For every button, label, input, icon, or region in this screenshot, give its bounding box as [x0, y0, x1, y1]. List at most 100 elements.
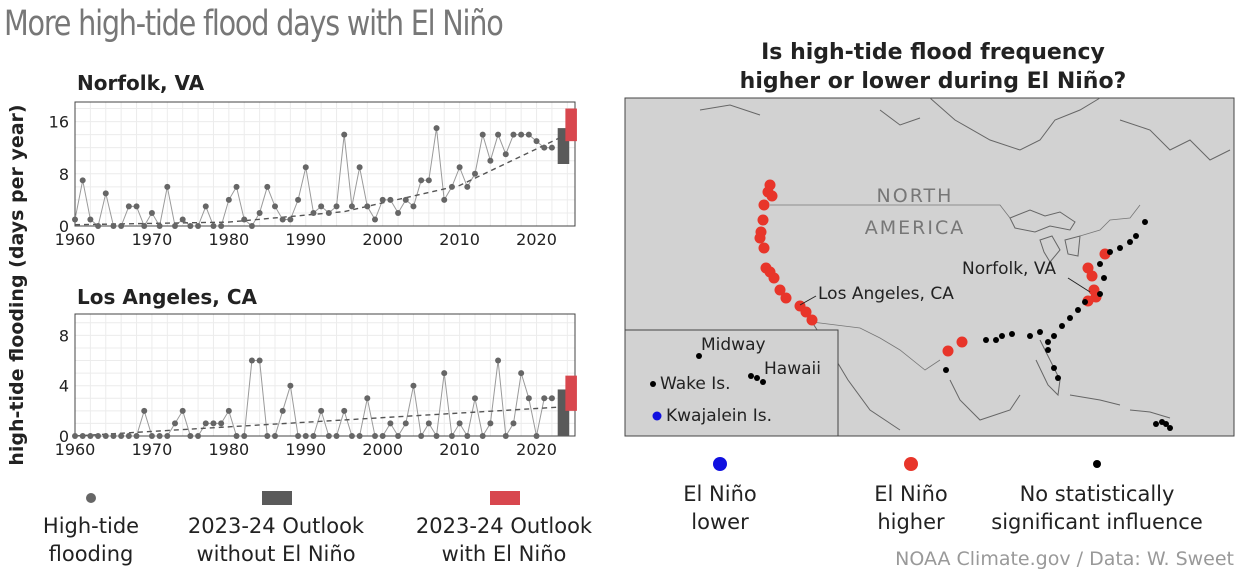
map-panel: NORTH AMERICA Norfolk, VA Los Angeles, C… — [624, 97, 1235, 437]
legend-without-swatch — [262, 491, 292, 505]
observed-point — [202, 420, 209, 427]
observed-point — [441, 196, 448, 203]
legend-observed-marker — [86, 493, 96, 503]
observed-point — [87, 433, 94, 439]
observed-point — [279, 216, 286, 223]
y-tick-label: 0 — [59, 427, 69, 446]
plot-frame — [74, 313, 576, 437]
observed-point — [533, 433, 540, 439]
arctic-islands — [699, 104, 1231, 161]
observed-point — [102, 433, 109, 439]
observed-point — [495, 131, 502, 138]
x-tick-label: 2000 — [362, 230, 403, 249]
observed-point — [248, 223, 255, 229]
observed-point — [402, 420, 409, 427]
observed-point — [210, 223, 217, 229]
wake-label: Wake Is. — [660, 374, 731, 394]
station-el-nino-higher — [758, 199, 770, 211]
station-no-influence — [1167, 425, 1173, 431]
observed-point — [433, 433, 440, 439]
station-no-influence — [999, 333, 1005, 339]
observed-point — [172, 223, 178, 229]
map-legend-higher-line1: El Niño — [874, 482, 948, 506]
observed-point — [156, 433, 163, 439]
legend-with-line1: 2023-24 Outlook — [415, 514, 593, 538]
station-no-influence — [1045, 339, 1051, 345]
station-el-nino-higher — [774, 284, 786, 296]
observed-point — [448, 183, 455, 190]
observed-point — [164, 183, 171, 190]
observed-point — [210, 420, 217, 427]
observed-point — [418, 177, 425, 184]
observed-point — [195, 433, 202, 439]
observed-point — [533, 138, 540, 145]
great-lakes — [1009, 209, 1076, 233]
observed-point — [79, 433, 86, 439]
station-el-nino-lower — [652, 411, 662, 421]
observed-point — [479, 433, 486, 439]
x-tick-label: 1980 — [208, 230, 249, 249]
observed-point — [410, 382, 417, 389]
outlook-without-bar — [557, 389, 570, 436]
station-no-influence — [1082, 299, 1088, 305]
observed-point — [410, 203, 417, 210]
observed-point — [95, 223, 102, 229]
observed-point — [302, 433, 309, 439]
los-angeles-leader — [799, 295, 817, 306]
credit: NOAA Climate.gov / Data: W. Sweet — [895, 548, 1234, 570]
chart-title: Norfolk, VA — [77, 71, 205, 95]
station-el-nino-higher — [780, 292, 792, 304]
legend-with-swatch — [490, 491, 520, 505]
outlook-without-bar — [557, 128, 570, 164]
great-lakes-2 — [1039, 235, 1081, 263]
station-el-nino-higher — [942, 345, 954, 357]
y-tick-label: 16 — [49, 113, 69, 132]
observed-point — [72, 433, 78, 439]
station-el-nino-higher — [768, 272, 780, 284]
station-no-influence — [760, 379, 766, 385]
station-el-nino-higher — [757, 214, 769, 226]
station-el-nino-higher — [754, 232, 766, 244]
station-no-influence — [1097, 261, 1103, 267]
observed-point — [133, 433, 140, 439]
map-legend-none-line2: significant influence — [991, 510, 1203, 534]
x-tick-label: 2010 — [439, 440, 480, 459]
plot-area — [74, 101, 576, 227]
y-tick-label: 4 — [59, 377, 69, 396]
observed-point — [225, 196, 232, 203]
observed-point — [195, 223, 202, 229]
observed-point — [295, 433, 302, 439]
station-no-influence — [748, 373, 754, 379]
observed-point — [118, 433, 125, 439]
station-no-influence — [993, 337, 999, 343]
legend-lower-marker — [713, 457, 727, 471]
map-legend-lower-line1: El Niño — [683, 482, 757, 506]
observed-point — [348, 433, 355, 439]
observed-point — [256, 209, 263, 216]
legend-higher-marker — [904, 457, 918, 471]
observed-point — [456, 164, 463, 171]
observed-point — [348, 203, 355, 210]
map-legend-lower-line2: lower — [691, 510, 749, 534]
station-el-nino-higher — [806, 314, 818, 326]
map-title: Is high-tide flood frequency higher or l… — [640, 38, 1226, 96]
observed-point — [464, 183, 471, 190]
observed-point — [233, 433, 240, 439]
hawaii-label: Hawaii — [764, 359, 821, 379]
observed-point — [372, 433, 378, 439]
observed-point — [179, 407, 186, 414]
observed-point — [295, 196, 302, 203]
observed-point — [510, 131, 517, 138]
observed-point — [418, 433, 425, 439]
station-no-influence — [1009, 331, 1015, 337]
station-no-influence — [1045, 347, 1051, 353]
legend-observed-line2: flooding — [48, 542, 134, 566]
observed-point — [487, 157, 494, 164]
y-tick-label: 0 — [59, 217, 69, 236]
observed-point — [395, 433, 402, 439]
observed-point — [272, 203, 278, 210]
station-el-nino-higher — [766, 190, 778, 202]
station-no-influence — [650, 381, 656, 387]
legend-without-line2: without El Niño — [196, 542, 356, 566]
